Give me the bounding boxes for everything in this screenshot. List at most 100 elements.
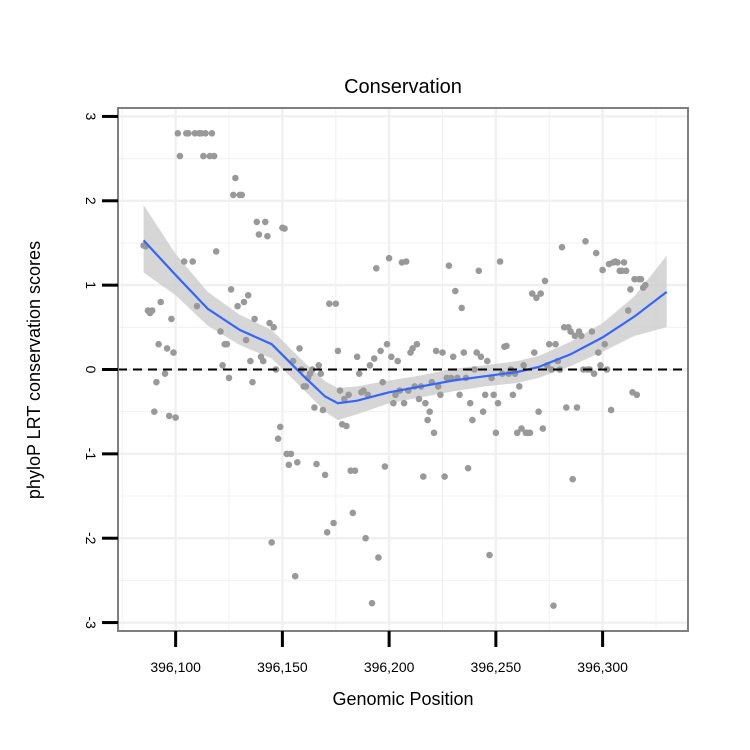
x-tick-label: 396,200 bbox=[364, 659, 415, 675]
data-point bbox=[464, 464, 472, 472]
data-point bbox=[627, 286, 634, 293]
data-point bbox=[486, 551, 493, 559]
data-point bbox=[343, 422, 350, 430]
data-point bbox=[633, 391, 641, 399]
data-point bbox=[170, 349, 177, 356]
y-tick-label: 3 bbox=[83, 113, 99, 121]
data-point bbox=[345, 391, 352, 399]
y-tick-label: -1 bbox=[83, 448, 99, 461]
data-point bbox=[509, 391, 517, 399]
data-point bbox=[255, 231, 263, 238]
data-point bbox=[313, 460, 320, 468]
data-point bbox=[323, 529, 331, 536]
data-point bbox=[624, 307, 632, 314]
y-tick-label: 0 bbox=[83, 366, 99, 374]
axes: 396,100 396,150 396,200 396,250 396,300 -3 -2 -… bbox=[83, 113, 628, 675]
chart-title: Conservation bbox=[344, 76, 462, 98]
x-axis-label: Genomic Position bbox=[332, 689, 473, 709]
data-point bbox=[400, 399, 408, 407]
data-point bbox=[466, 399, 474, 407]
data-point bbox=[332, 300, 340, 308]
data-point bbox=[268, 539, 276, 546]
data-point bbox=[326, 300, 333, 308]
data-point bbox=[281, 225, 288, 232]
data-point bbox=[567, 328, 574, 335]
data-point bbox=[176, 152, 184, 160]
y-tick-label: -3 bbox=[83, 616, 99, 629]
grid bbox=[118, 108, 688, 631]
data-point bbox=[479, 408, 487, 416]
data-point bbox=[597, 362, 604, 369]
data-point bbox=[424, 416, 431, 424]
x-tick-label: 396,100 bbox=[150, 659, 201, 675]
x-tick-label: 396,150 bbox=[257, 659, 308, 675]
data-point bbox=[259, 357, 267, 365]
data-point bbox=[155, 340, 162, 348]
data-point bbox=[366, 362, 374, 369]
data-point bbox=[311, 404, 318, 411]
data-point bbox=[163, 345, 171, 352]
data-point bbox=[294, 459, 301, 466]
data-point bbox=[422, 399, 429, 407]
data-point bbox=[533, 294, 540, 302]
data-point bbox=[362, 534, 369, 542]
smooth-line-layer bbox=[142, 239, 668, 405]
data-point bbox=[151, 408, 158, 416]
data-point bbox=[373, 265, 380, 272]
data-point bbox=[217, 328, 224, 335]
data-point bbox=[180, 258, 188, 265]
data-point bbox=[157, 298, 164, 306]
data-point bbox=[552, 340, 559, 348]
data-point bbox=[390, 399, 397, 407]
data-point bbox=[264, 232, 271, 240]
data-point bbox=[353, 353, 361, 361]
data-point bbox=[321, 471, 329, 479]
data-point bbox=[550, 602, 557, 609]
data-point bbox=[601, 340, 608, 348]
data-point bbox=[330, 519, 337, 527]
smooth-line bbox=[142, 239, 668, 405]
data-point bbox=[413, 340, 421, 348]
data-point bbox=[168, 315, 175, 323]
data-point bbox=[392, 391, 399, 399]
data-point bbox=[232, 174, 239, 182]
y-tick-label: -2 bbox=[83, 532, 99, 545]
data-point bbox=[219, 362, 226, 369]
data-point bbox=[588, 328, 596, 335]
data-point bbox=[637, 275, 645, 283]
data-point bbox=[161, 370, 169, 378]
data-point bbox=[494, 399, 502, 407]
data-point bbox=[244, 292, 252, 299]
data-point bbox=[578, 332, 585, 340]
data-point bbox=[291, 572, 299, 580]
data-point bbox=[445, 262, 453, 270]
data-point bbox=[238, 191, 246, 199]
data-point bbox=[262, 218, 269, 226]
data-point bbox=[528, 290, 536, 297]
data-point bbox=[599, 266, 606, 274]
points-layer bbox=[140, 130, 649, 609]
data-point bbox=[582, 238, 589, 245]
data-point bbox=[341, 395, 348, 403]
data-point bbox=[473, 349, 481, 356]
data-point bbox=[336, 387, 344, 394]
data-point bbox=[302, 383, 310, 390]
data-point bbox=[439, 349, 446, 356]
data-point bbox=[449, 353, 457, 361]
data-point bbox=[202, 130, 209, 137]
confidence-band bbox=[143, 205, 667, 421]
data-point bbox=[415, 395, 423, 403]
data-point bbox=[475, 267, 483, 275]
data-point bbox=[622, 267, 630, 275]
data-point bbox=[334, 347, 342, 355]
data-point bbox=[270, 324, 278, 331]
data-point bbox=[432, 347, 440, 355]
data-point bbox=[469, 416, 476, 424]
data-point bbox=[315, 362, 323, 369]
data-point bbox=[614, 259, 621, 266]
data-point bbox=[573, 404, 581, 411]
data-point bbox=[571, 332, 579, 340]
x-tick-label: 396,250 bbox=[471, 659, 522, 675]
data-point bbox=[172, 414, 179, 421]
